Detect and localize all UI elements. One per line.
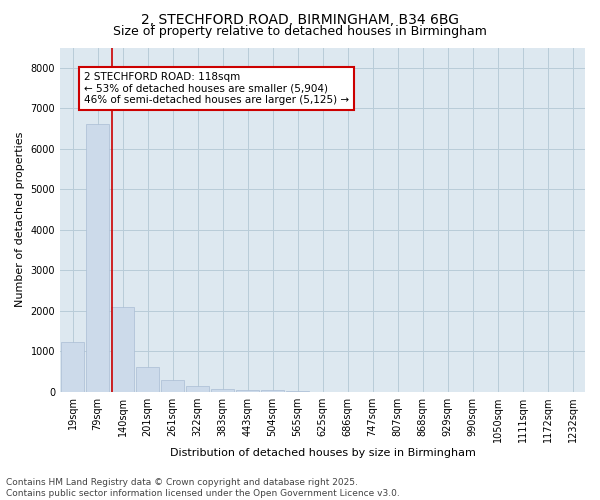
Bar: [261, 390, 284, 392]
Bar: [136, 367, 159, 392]
Bar: [236, 390, 259, 392]
Text: 2, STECHFORD ROAD, BIRMINGHAM, B34 6BG: 2, STECHFORD ROAD, BIRMINGHAM, B34 6BG: [141, 12, 459, 26]
Bar: [186, 386, 209, 392]
Y-axis label: Number of detached properties: Number of detached properties: [15, 132, 25, 307]
Bar: [211, 390, 234, 392]
Bar: [86, 124, 109, 392]
Bar: [111, 306, 134, 392]
Text: 2 STECHFORD ROAD: 118sqm
← 53% of detached houses are smaller (5,904)
46% of sem: 2 STECHFORD ROAD: 118sqm ← 53% of detach…: [84, 72, 349, 105]
Text: Contains HM Land Registry data © Crown copyright and database right 2025.
Contai: Contains HM Land Registry data © Crown c…: [6, 478, 400, 498]
X-axis label: Distribution of detached houses by size in Birmingham: Distribution of detached houses by size …: [170, 448, 475, 458]
Bar: [161, 380, 184, 392]
Text: Size of property relative to detached houses in Birmingham: Size of property relative to detached ho…: [113, 25, 487, 38]
Bar: [61, 342, 84, 392]
